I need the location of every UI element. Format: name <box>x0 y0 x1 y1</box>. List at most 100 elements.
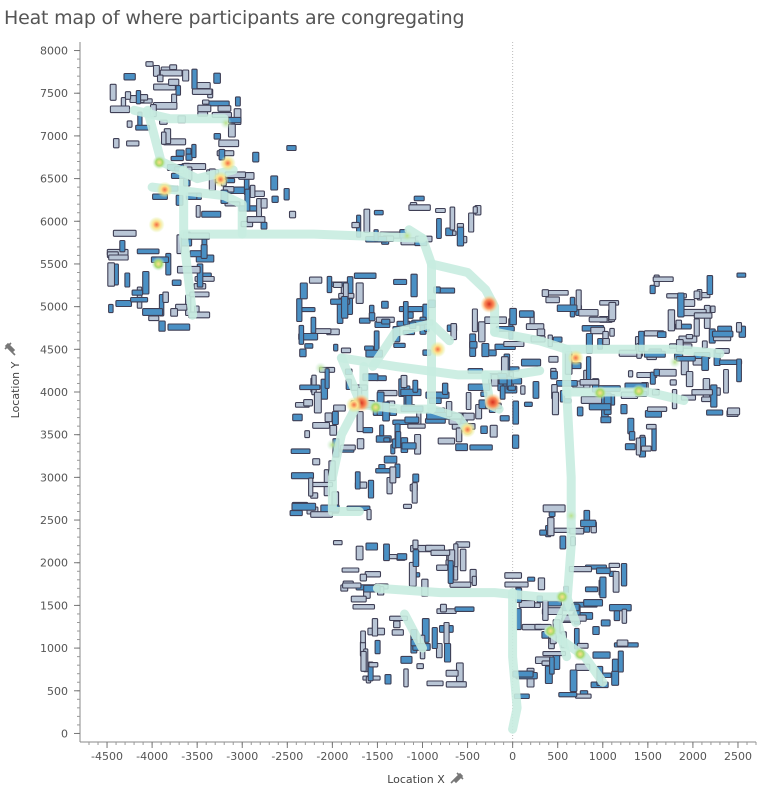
building-block <box>455 443 469 452</box>
building-block <box>693 290 701 300</box>
building-block <box>711 330 734 338</box>
building-block <box>175 149 185 157</box>
building-block <box>542 504 566 513</box>
building-block <box>548 355 559 363</box>
pin-icon[interactable] <box>450 772 464 784</box>
x-tick-label: 500 <box>547 750 568 763</box>
building-block <box>509 307 517 326</box>
building-block <box>611 670 620 686</box>
building-block <box>545 296 560 304</box>
building-block <box>459 548 467 572</box>
building-block <box>447 560 454 584</box>
building-block <box>541 289 550 298</box>
building-block <box>246 216 266 223</box>
building-block <box>168 78 180 86</box>
building-block <box>107 262 116 287</box>
building-block <box>431 626 438 650</box>
y-tick-label: 4000 <box>40 386 68 399</box>
building-block <box>298 324 305 345</box>
building-block <box>109 83 117 101</box>
building-block <box>592 626 600 636</box>
building-block <box>435 642 443 659</box>
y-axis: 0 500 1000 1500 2000 2500 3000 3500 4000 4500 5000… <box>40 42 81 742</box>
hotspots <box>148 117 681 662</box>
building-block <box>472 206 478 214</box>
hotspot <box>401 229 414 242</box>
building-block <box>595 567 611 575</box>
building-block <box>290 472 315 480</box>
building-block <box>640 445 652 452</box>
building-block <box>303 399 314 407</box>
building-block <box>426 680 444 687</box>
building-district <box>332 539 477 615</box>
building-block <box>175 85 182 96</box>
building-block <box>592 651 611 659</box>
movement-paths <box>129 105 725 734</box>
pin-icon[interactable] <box>4 342 16 356</box>
y-tick-label: 8000 <box>40 45 68 58</box>
building-block <box>408 204 431 211</box>
building-block <box>520 358 542 367</box>
building-block <box>651 427 657 452</box>
building-block <box>436 564 449 571</box>
x-tick-label: -3000 <box>226 750 258 763</box>
building-block <box>393 342 406 349</box>
movement-path <box>327 353 364 516</box>
building-block <box>108 303 114 314</box>
building-block <box>537 577 546 591</box>
building-block <box>340 295 349 319</box>
building-block <box>628 431 636 441</box>
building-block <box>478 321 486 343</box>
building-block <box>685 333 694 340</box>
building-block <box>355 282 364 304</box>
y-tick-label: 7500 <box>40 87 68 100</box>
movement-path <box>179 225 427 243</box>
building-block <box>389 466 397 484</box>
hotspot <box>314 362 327 375</box>
building-block <box>649 284 656 295</box>
building-block <box>353 272 377 279</box>
building-block <box>403 668 409 688</box>
hotspot <box>543 624 558 638</box>
building-block <box>736 272 747 278</box>
building-block <box>396 553 408 561</box>
y-tick-label: 2000 <box>40 557 68 570</box>
building-block <box>635 437 642 456</box>
building-block <box>379 424 385 437</box>
building-block <box>119 239 126 253</box>
building-block <box>469 444 493 451</box>
building-block <box>299 348 307 358</box>
x-tick-label: 2000 <box>679 750 707 763</box>
building-block <box>304 343 314 349</box>
building-block <box>416 663 424 670</box>
x-tick-label: -2500 <box>271 750 303 763</box>
building-block <box>612 570 620 593</box>
building-block <box>456 226 465 247</box>
building-block <box>324 368 330 389</box>
x-tick-label: -2000 <box>316 750 348 763</box>
building-block <box>312 421 331 429</box>
building-block <box>333 404 346 412</box>
building-district <box>539 504 597 550</box>
hotspot <box>148 216 165 233</box>
x-axis: -4500 -4000 -3500 -3000 -2500 -2000 -1500 -1000… <box>80 741 757 763</box>
building-block <box>384 674 392 685</box>
building-block <box>445 669 459 677</box>
building-block <box>289 510 303 517</box>
building-block <box>142 308 164 316</box>
building-block <box>646 406 668 412</box>
building-block <box>430 549 451 556</box>
building-block <box>355 545 364 561</box>
building-block <box>234 96 241 107</box>
movement-path <box>143 105 238 184</box>
building-block <box>381 318 391 325</box>
y-tick-label: 1000 <box>40 642 68 655</box>
hotspot <box>668 356 681 369</box>
building-block <box>196 81 211 90</box>
building-block <box>578 308 599 317</box>
building-block <box>468 212 475 233</box>
building-block <box>313 391 322 414</box>
building-block <box>588 403 612 411</box>
building-block <box>410 273 418 298</box>
movement-path <box>368 319 454 371</box>
